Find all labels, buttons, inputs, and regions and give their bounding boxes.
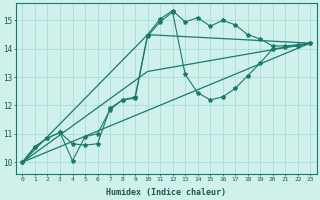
X-axis label: Humidex (Indice chaleur): Humidex (Indice chaleur)	[106, 188, 226, 197]
